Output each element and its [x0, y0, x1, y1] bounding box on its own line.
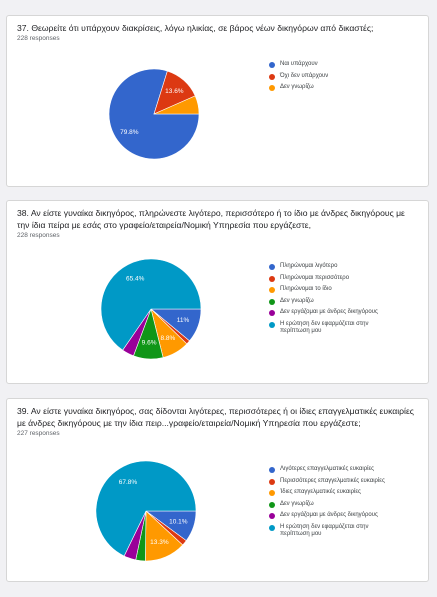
pie-slice — [95, 460, 197, 557]
legend-swatch — [269, 287, 275, 293]
legend-label: Πληρώνομαι περισσότερο — [280, 274, 350, 281]
response-count: 228 responses — [17, 232, 60, 239]
legend-label: Η ερώτηση δεν εφαρμόζεται στην περίπτωση… — [280, 320, 369, 335]
question-card: 39. Αν είστε γυναίκα δικηγόρος, σας δίδο… — [6, 398, 429, 582]
legend: Λιγότερες επαγγελματικές ευκαιρίες Περισσ… — [269, 466, 399, 543]
question-title: 38. Αν είστε γυναίκα δικηγόρος, πληρώνεσ… — [17, 207, 417, 241]
legend-item: Δεν γνωρίζω — [269, 501, 399, 509]
legend-swatch — [269, 513, 275, 519]
legend-label: Λιγότερες επαγγελματικές ευκαιρίες — [280, 466, 375, 472]
legend-label: Ναι υπάρχουν — [280, 61, 318, 67]
pie-chart: 79.8% 13.6% — [108, 68, 200, 160]
legend-swatch — [269, 275, 275, 282]
legend: Πληρώνομαι λιγότερο Πληρώνομαι περισσότερ… — [269, 263, 399, 340]
title-text: 37. Θεωρείτε ότι υπάρχουν διακρίσεις, λό… — [17, 23, 374, 33]
legend: Ναι υπάρχουν Όχι δεν υπάρχουν Δεν γνωρίζω — [269, 61, 399, 96]
legend-item: Η ερώτηση δεν εφαρμόζεται στην περίπτωση… — [269, 524, 399, 539]
pie-chart: 11% 8.8% 9.6% 65.4% — [100, 258, 202, 360]
legend-swatch — [269, 490, 275, 496]
legend-item: Λιγότερες επαγγελματικές ευκαιρίες — [269, 466, 399, 474]
legend-swatch — [269, 264, 275, 270]
legend-label: Πληρώνομαι το ίδιο — [280, 286, 332, 292]
question-title: 37. Θεωρείτε ότι υπάρχουν διακρίσεις, λό… — [17, 22, 417, 44]
response-count: 227 responses — [17, 430, 60, 437]
response-count: 228 responses — [17, 35, 60, 42]
legend-swatch — [269, 73, 275, 80]
legend-item: Η ερώτηση δεν εφαρμόζεται στην περίπτωση… — [269, 321, 399, 336]
pie-chart: 10.1% 13.3% 67.8% — [95, 460, 197, 562]
legend-item: Δεν γνωρίζω — [269, 298, 399, 306]
legend-label: Όχι δεν υπάρχουν — [280, 72, 329, 79]
legend-swatch — [269, 310, 275, 316]
legend-swatch — [269, 298, 275, 305]
legend-item: Ίδιες επαγγελματικές ευκαιρίες — [269, 489, 399, 497]
legend-label: Πληρώνομαι λιγότερο — [280, 263, 338, 269]
legend-item: Δεν εργάζομαι με άνδρες δικηγόρους — [269, 512, 399, 520]
slice-label: 13.3% — [150, 539, 169, 546]
legend-label: Δεν εργάζομαι με άνδρες δικηγόρους — [280, 512, 378, 518]
slice-label: 11% — [177, 317, 190, 324]
legend-label: Περισσότερες επαγγελματικές ευκαιρίες — [280, 477, 385, 484]
legend-swatch — [269, 321, 275, 328]
slice-label: 79.8% — [120, 129, 139, 136]
legend-swatch — [269, 467, 275, 473]
legend-swatch — [269, 478, 275, 485]
legend-item: Πληρώνομαι το ίδιο — [269, 286, 399, 294]
question-title: 39. Αν είστε γυναίκα δικηγόρος, σας δίδο… — [17, 405, 417, 439]
question-card: 37. Θεωρείτε ότι υπάρχουν διακρίσεις, λό… — [6, 15, 429, 187]
slice-label: 13.6% — [165, 88, 184, 95]
pie-slice — [100, 258, 202, 351]
title-text: 39. Αν είστε γυναίκα δικηγόρος, σας δίδο… — [17, 406, 414, 428]
legend-swatch — [269, 524, 275, 531]
legend-label: Δεν εργάζομαι με άνδρες δικηγόρους — [280, 309, 378, 315]
legend-item: Πληρώνομαι περισσότερο — [269, 275, 399, 283]
legend-label: Δεν γνωρίζω — [280, 84, 314, 90]
slice-label: 67.8% — [119, 479, 138, 486]
legend-item: Όχι δεν υπάρχουν — [269, 73, 399, 81]
pie-slice — [153, 95, 200, 115]
slice-label: 9.6% — [142, 340, 157, 347]
legend-item: Δεν εργάζομαι με άνδρες δικηγόρους — [269, 309, 399, 317]
legend-swatch — [269, 62, 275, 68]
legend-label: Ίδιες επαγγελματικές ευκαιρίες — [280, 489, 361, 495]
question-card: 38. Αν είστε γυναίκα δικηγόρος, πληρώνεσ… — [6, 200, 429, 384]
legend-swatch — [269, 501, 275, 508]
legend-label: Δεν γνωρίζω — [280, 500, 314, 507]
legend-label: Δεν γνωρίζω — [280, 297, 314, 304]
legend-item: Πληρώνομαι λιγότερο — [269, 263, 399, 271]
legend-item: Περισσότερες επαγγελματικές ευκαιρίες — [269, 478, 399, 486]
legend-label: Η ερώτηση δεν εφαρμόζεται στην περίπτωση… — [280, 523, 369, 538]
legend-item: Δεν γνωρίζω — [269, 84, 399, 92]
title-text: 38. Αν είστε γυναίκα δικηγόρος, πληρώνεσ… — [17, 208, 405, 230]
legend-swatch — [269, 85, 275, 91]
slice-label: 10.1% — [169, 518, 188, 525]
slice-label: 8.8% — [161, 335, 176, 342]
legend-item: Ναι υπάρχουν — [269, 61, 399, 69]
slice-label: 65.4% — [126, 276, 145, 283]
